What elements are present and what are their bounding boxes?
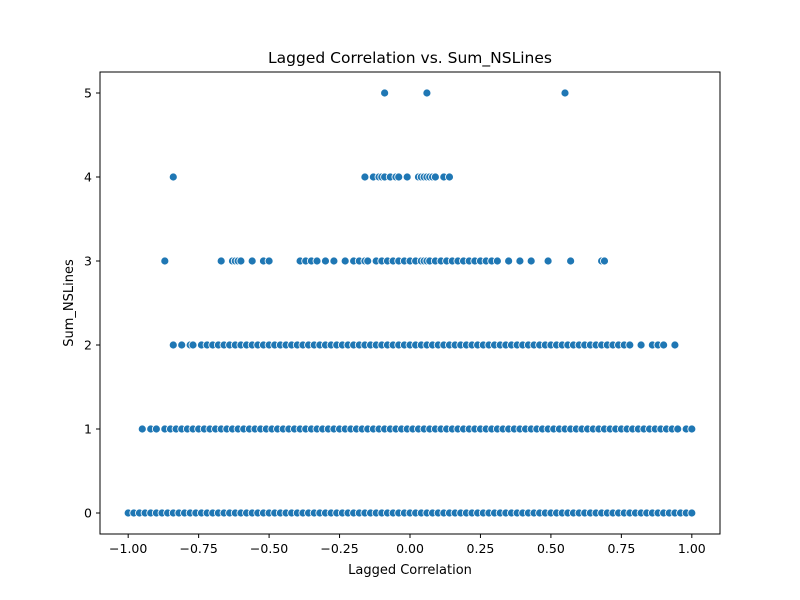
data-point [151, 424, 161, 434]
data-point [670, 340, 680, 350]
data-point [160, 256, 170, 266]
data-point [504, 256, 514, 266]
y-axis-label: Sum_NSLines [62, 259, 77, 347]
x-tick-label: −0.75 [179, 541, 217, 556]
data-point [673, 424, 683, 434]
x-tick-label: −0.25 [320, 541, 358, 556]
chart-title: Lagged Correlation vs. Sum_NSLines [268, 49, 552, 68]
data-point [137, 424, 147, 434]
data-points [123, 88, 697, 518]
x-tick-label: 0.50 [537, 541, 565, 556]
data-point [216, 256, 226, 266]
y-tick-label: 2 [84, 338, 92, 353]
data-point [430, 172, 440, 182]
x-tick-label: 1.00 [678, 541, 706, 556]
x-tick-label: 0.75 [607, 541, 635, 556]
y-tick-label: 0 [84, 506, 92, 521]
data-point [188, 340, 198, 350]
y-tick-label: 5 [84, 86, 92, 101]
data-point [636, 340, 646, 350]
x-axis-label: Lagged Correlation [348, 563, 472, 578]
data-point [168, 172, 178, 182]
data-point [168, 340, 178, 350]
data-point [329, 256, 339, 266]
data-point [380, 88, 390, 98]
data-point [422, 88, 432, 98]
data-point [312, 256, 322, 266]
x-tick-label: 0.00 [396, 541, 424, 556]
y-tick-label: 3 [84, 254, 92, 269]
data-point [321, 256, 330, 266]
data-point [560, 88, 570, 98]
data-point [687, 424, 697, 434]
data-point [264, 256, 274, 266]
data-point [445, 172, 454, 182]
x-axis-ticks: −1.00 −0.75 −0.50 −0.25 0.00 0.25 0.50 0.75 1.00 [109, 534, 706, 556]
data-point [625, 340, 635, 350]
data-point [687, 508, 697, 518]
x-tick-label: 0.25 [467, 541, 495, 556]
y-tick-label: 4 [84, 170, 92, 185]
data-point [600, 256, 609, 266]
y-axis-ticks: 0 1 2 3 4 5 [84, 86, 100, 521]
data-point [659, 340, 669, 350]
data-point [566, 256, 576, 266]
data-point [402, 172, 412, 182]
data-point [492, 256, 502, 266]
data-point [363, 256, 373, 266]
data-point [236, 256, 246, 266]
data-point [360, 172, 370, 182]
data-point [543, 256, 553, 266]
y-tick-label: 1 [84, 422, 92, 437]
data-point [526, 256, 536, 266]
data-point [394, 172, 404, 182]
data-point [247, 256, 257, 266]
data-point [515, 256, 525, 266]
x-tick-label: −0.50 [250, 541, 288, 556]
x-tick-label: −1.00 [109, 541, 147, 556]
data-point [340, 256, 350, 266]
data-point [177, 340, 187, 350]
